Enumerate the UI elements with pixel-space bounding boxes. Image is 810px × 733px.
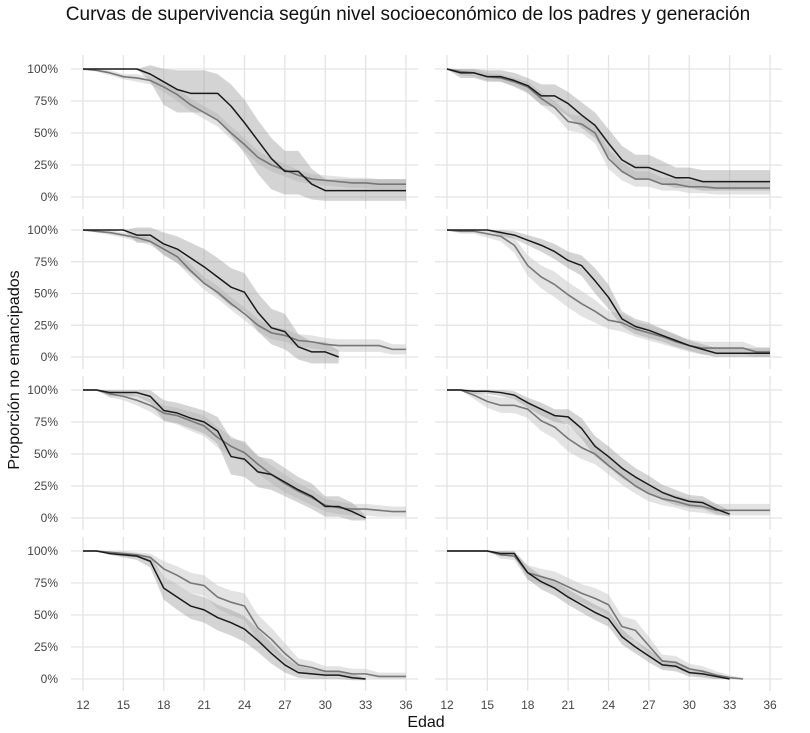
- survival-line-gray: [82, 68, 406, 185]
- panel-4-2: 12 15 18 21 24 27 30 33 36: [435, 537, 782, 712]
- panel-2-2: [435, 216, 782, 369]
- x-tick-label: 30: [683, 698, 697, 712]
- survival-line-gray: [83, 389, 406, 513]
- y-tick-label: 75%: [34, 94, 58, 108]
- y-tick-label: 75%: [34, 255, 58, 269]
- y-tick-label: 100%: [27, 62, 58, 76]
- x-tick-label: 24: [238, 698, 252, 712]
- confidence-band-gray: [83, 230, 406, 355]
- y-tick-label: 25%: [34, 640, 58, 654]
- x-axis-label: Edad: [407, 714, 444, 731]
- x-tick-label: 30: [319, 698, 333, 712]
- x-tick-label: 24: [602, 698, 616, 712]
- confidence-band-dark: [83, 65, 406, 201]
- confidence-band-dark: [447, 551, 730, 679]
- y-tick-label: 0%: [41, 672, 59, 686]
- survival-line-dark: [446, 68, 770, 183]
- x-tick-label: 33: [359, 698, 373, 712]
- x-tick-label: 18: [521, 698, 535, 712]
- y-tick-label: 0%: [41, 350, 59, 364]
- y-tick-label: 25%: [34, 318, 58, 332]
- panel-3-1: 0% 25% 50% 75% 100%: [27, 376, 418, 530]
- y-axis-label: Proporción no emancipados: [6, 270, 23, 469]
- y-tick-label: 100%: [27, 383, 58, 397]
- x-tick-label: 36: [399, 698, 413, 712]
- y-tick-label: 75%: [34, 576, 58, 590]
- x-tick-label: 36: [763, 698, 777, 712]
- confidence-band-dark: [83, 227, 339, 364]
- confidence-band-dark: [447, 230, 770, 357]
- confidence-band-dark: [83, 390, 366, 521]
- panel-2-1: 0% 25% 50% 75% 100%: [27, 216, 418, 369]
- y-tick-label: 50%: [34, 608, 58, 622]
- y-tick-label: 50%: [34, 287, 58, 301]
- x-tick-label: 12: [76, 698, 90, 712]
- survival-line-dark: [83, 229, 339, 358]
- x-tick-label: 33: [723, 698, 737, 712]
- y-tick-label: 0%: [41, 511, 59, 525]
- y-tick-label: 25%: [34, 479, 58, 493]
- confidence-band-dark: [447, 69, 770, 191]
- x-tick-label: 21: [561, 698, 575, 712]
- survival-line-gray: [447, 389, 770, 512]
- panel-1-2: [435, 55, 782, 209]
- chart-title: Curvas de supervivencia según nivel soci…: [66, 4, 750, 25]
- survival-line-gray: [446, 229, 770, 353]
- confidence-band-dark: [447, 390, 730, 517]
- survival-line-gray: [82, 229, 406, 351]
- x-tick-label: 27: [278, 698, 292, 712]
- confidence-band-dark: [83, 551, 366, 681]
- survival-line-dark: [447, 229, 770, 354]
- y-tick-label: 75%: [34, 415, 58, 429]
- panel-3-2: [435, 376, 782, 530]
- y-tick-label: 50%: [34, 126, 58, 140]
- panels-group: 0% 25% 50% 75% 100% 0% 25% 50% 75% 100% 0% 25% 50% 75…: [27, 55, 782, 712]
- y-tick-label: 0%: [41, 190, 59, 204]
- x-tick-label: 12: [440, 698, 454, 712]
- panel-4-1: 0% 25% 50% 75% 100% 12 15 18 21 24 27 30 33 36: [27, 537, 418, 712]
- y-tick-label: 100%: [27, 223, 58, 237]
- survival-line-gray: [83, 550, 406, 678]
- survival-line-gray: [447, 550, 744, 680]
- x-tick-label: 21: [197, 698, 211, 712]
- survival-line-dark: [447, 550, 730, 680]
- survival-line-dark: [83, 389, 366, 519]
- survival-line-gray: [446, 68, 770, 189]
- survival-line-dark: [83, 550, 366, 680]
- confidence-band-gray: [83, 551, 406, 679]
- confidence-band-gray: [447, 230, 770, 357]
- panel-1-1: 0% 25% 50% 75% 100%: [27, 55, 418, 209]
- x-tick-label: 27: [642, 698, 656, 712]
- y-tick-label: 50%: [34, 447, 58, 461]
- survival-line-dark: [447, 389, 730, 515]
- x-tick-label: 15: [481, 698, 495, 712]
- x-tick-label: 18: [157, 698, 171, 712]
- y-tick-label: 100%: [27, 544, 58, 558]
- survival-line-dark: [83, 68, 406, 192]
- x-tick-label: 15: [117, 698, 131, 712]
- y-tick-label: 25%: [34, 158, 58, 172]
